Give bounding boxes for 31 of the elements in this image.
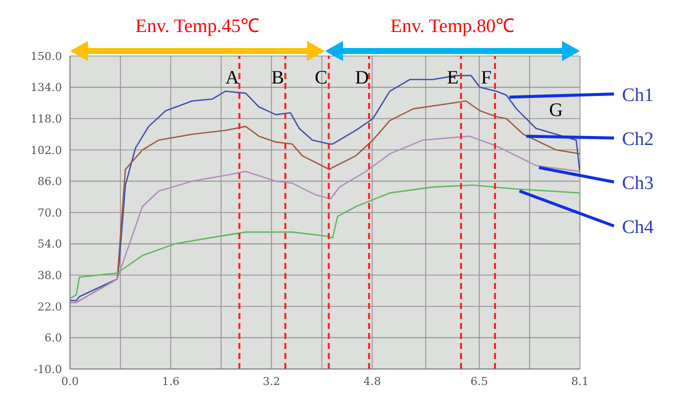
x-tick-label: 0.0: [61, 374, 79, 388]
line-series: [70, 184, 580, 300]
x-tick-label: 3.2: [262, 374, 280, 388]
y-tick-label: 150.0: [30, 50, 62, 63]
y-tick-label: 102.0: [30, 144, 62, 157]
ref-line-label: D: [355, 67, 369, 88]
annotation: G: [549, 100, 564, 121]
y-tick-label: 134.0: [30, 81, 62, 94]
text: Ch3: [622, 173, 654, 194]
y-tick-label: 118.0: [30, 112, 62, 126]
y-tick-label: 22.0: [38, 300, 62, 314]
y-tick-label: 6.0: [44, 332, 62, 345]
y-tick-label: 70.0: [38, 206, 62, 220]
ref-line-label: C: [314, 67, 328, 88]
y-tick-label: 86.0: [38, 175, 62, 188]
text: Ch2: [622, 129, 654, 150]
text: Env. Temp.80℃: [390, 16, 515, 37]
ref-line-label: A: [225, 67, 240, 88]
text: Ch1: [622, 85, 654, 106]
line-series: [70, 136, 580, 304]
text: Env. Temp.45℃: [135, 16, 260, 37]
y-tick-label: 38.0: [38, 269, 62, 282]
ref-line-label: B: [271, 67, 284, 88]
x-tick-label: 8.1: [571, 374, 589, 388]
x-tick-label: 4.8: [363, 374, 381, 388]
ref-line-label: F: [481, 67, 492, 88]
x-tick-label: 1.6: [162, 374, 180, 388]
x-tick-label: 6.5: [470, 374, 488, 388]
y-tick-label: -10.0: [34, 362, 62, 376]
text: Ch4: [622, 217, 654, 238]
y-tick-label: 54.0: [38, 238, 62, 251]
